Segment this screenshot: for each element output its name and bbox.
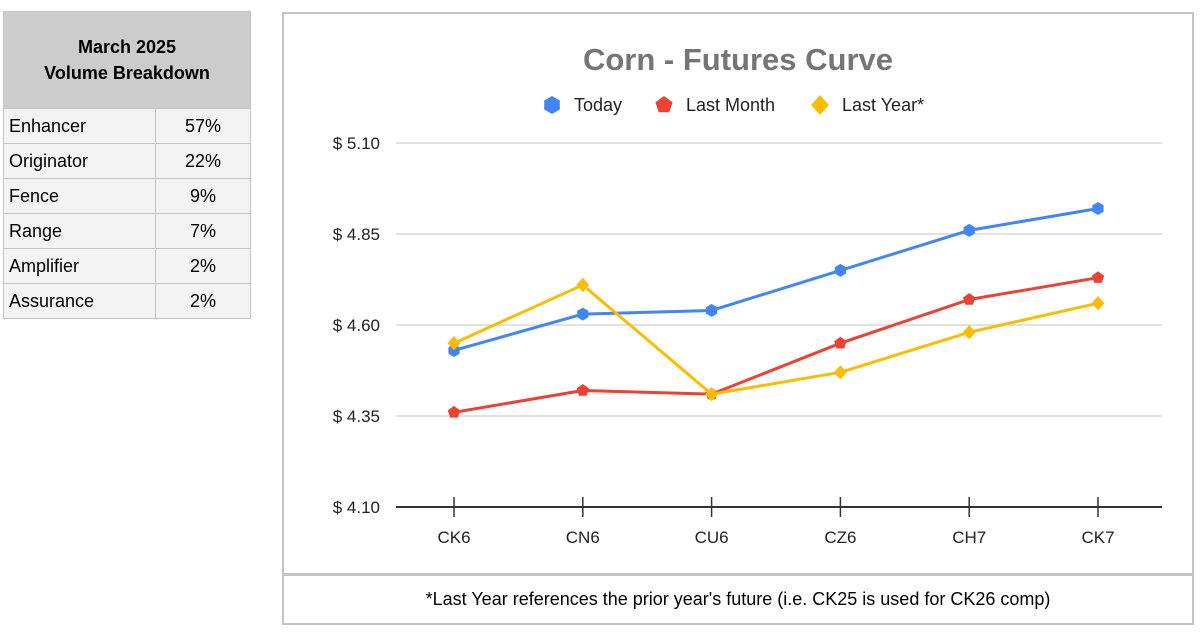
data-point-today (577, 307, 589, 321)
x-tick-label: CZ6 (824, 528, 856, 547)
product-share-cell: 2% (154, 283, 252, 319)
product-name-cell: Amplifier (3, 248, 156, 284)
table-row: Assurance 2% (3, 283, 252, 319)
data-point-last-year (705, 387, 719, 402)
chart-frame: Corn - Futures Curve Today Last Month Last … (282, 12, 1194, 575)
product-share-cell: 9% (154, 178, 252, 214)
footnote-box: *Last Year references the prior year's f… (282, 574, 1194, 625)
data-point-today (963, 223, 975, 237)
chart-title: Corn - Futures Curve (583, 42, 893, 77)
table-row: Fence 9% (3, 178, 252, 214)
product-share-cell: 57% (154, 108, 252, 144)
data-point-last-year (576, 277, 590, 293)
x-tick-label: CN6 (566, 528, 600, 547)
data-point-today (834, 263, 846, 277)
volume-table-header: March 2025 Volume Breakdown (2, 11, 252, 109)
data-point-last-year (447, 336, 461, 351)
data-point-last-year (1091, 296, 1105, 311)
data-point-last-month (576, 384, 589, 396)
table-row: Enhancer 57% (3, 108, 252, 144)
series-line-last-year (453, 283, 1099, 396)
series-line-today (453, 207, 1099, 352)
legend-marker-today (544, 96, 560, 114)
legend-label: Last Year* (842, 95, 924, 115)
data-point-today (1092, 202, 1104, 215)
legend-label: Last Month (686, 95, 775, 115)
legend-label: Today (574, 95, 622, 115)
table-row: Amplifier 2% (3, 248, 252, 284)
y-tick-label: $ 4.35 (333, 407, 380, 426)
product-name-cell: Originator (3, 143, 156, 179)
legend-marker-last-year (811, 95, 829, 115)
x-tick-label: CK6 (437, 528, 470, 547)
data-point-last-month (447, 405, 461, 418)
legend-marker-last-month (655, 96, 673, 113)
x-tick-label: CK7 (1081, 528, 1114, 547)
data-point-last-month (1091, 271, 1105, 283)
product-name-cell: Assurance (3, 283, 156, 319)
footnote-text: *Last Year references the prior year's f… (425, 589, 1051, 609)
data-point-last-year (962, 325, 976, 340)
x-tick-label: CU6 (695, 528, 729, 547)
data-point-last-year (833, 365, 847, 380)
volume-table-title-label: Volume Breakdown (44, 63, 210, 83)
y-tick-label: $ 4.85 (333, 225, 380, 244)
volume-breakdown-table: March 2025 Volume Breakdown Enhancer 57%… (2, 11, 252, 319)
x-tick-label: CH7 (952, 528, 986, 547)
table-row: Originator 22% (3, 143, 252, 179)
data-point-last-month (963, 293, 976, 305)
y-tick-label: $ 4.60 (333, 316, 380, 335)
product-share-cell: 2% (154, 248, 252, 284)
series-line-last-month (453, 276, 1099, 414)
product-share-cell: 22% (154, 143, 252, 179)
product-share-cell: 7% (154, 213, 252, 249)
y-tick-label: $ 5.10 (333, 134, 380, 153)
product-name-cell: Range (3, 213, 156, 249)
data-point-today (448, 344, 460, 357)
table-row: Range 7% (3, 213, 252, 249)
futures-curve-chart: Corn - Futures Curve Today Last Month Last … (333, 42, 1162, 547)
product-name-cell: Fence (3, 178, 156, 214)
volume-table-title-month: March 2025 (77, 37, 177, 57)
data-point-last-month (834, 336, 847, 349)
y-tick-label: $ 4.10 (333, 498, 380, 517)
data-point-today (706, 303, 718, 317)
product-name-cell: Enhancer (3, 108, 156, 144)
